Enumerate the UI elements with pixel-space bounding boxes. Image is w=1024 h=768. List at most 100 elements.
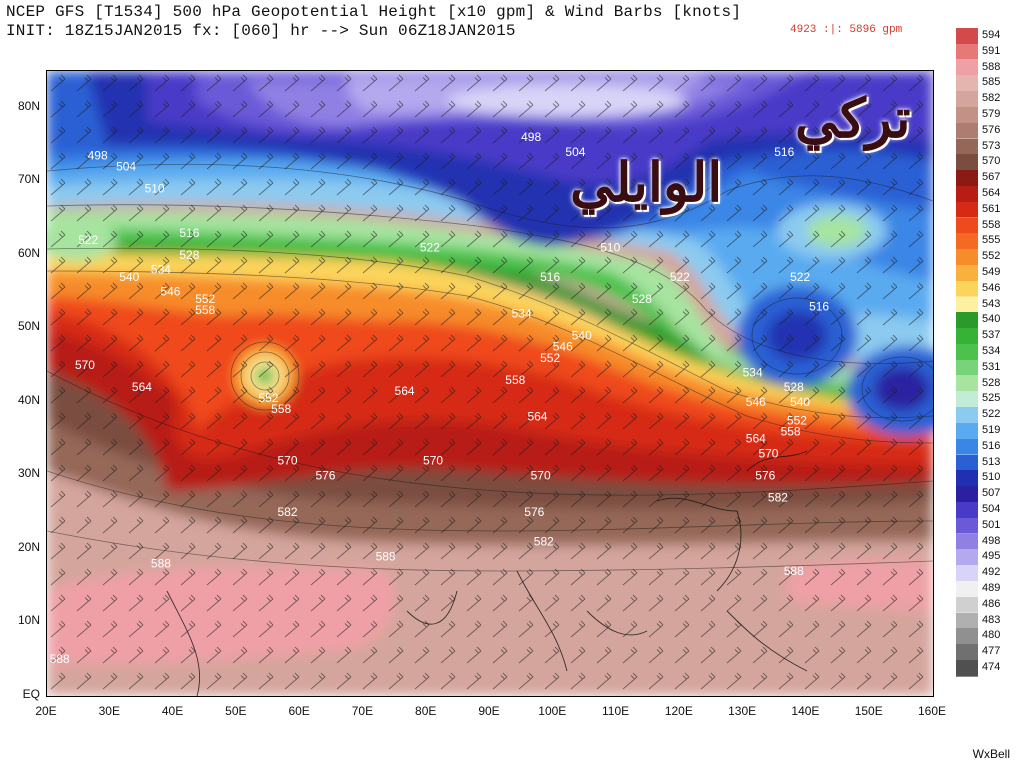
- colorbar-swatch: [956, 438, 978, 456]
- lat-label: 70N: [17, 172, 40, 187]
- contour-label: 576: [315, 468, 335, 482]
- contour-label: 528: [632, 292, 652, 306]
- lat-label: 40N: [17, 392, 40, 407]
- colorbar-label: 552: [982, 250, 1001, 263]
- contour-label: 588: [151, 557, 171, 571]
- lon-label: 100E: [538, 704, 567, 718]
- colorbar-label: 516: [982, 439, 1001, 452]
- colorbar-label: 525: [982, 392, 1001, 405]
- colorbar-swatch: [956, 612, 978, 630]
- lat-label: EQ: [22, 687, 40, 701]
- colorbar-label: 555: [982, 234, 1001, 247]
- contour-label: 522: [670, 270, 690, 284]
- lon-label: 160E: [917, 704, 947, 718]
- lat-label: 50N: [17, 319, 40, 334]
- colorbar-label: 492: [982, 566, 1001, 579]
- contour-label: 546: [553, 340, 573, 354]
- contour-label: 498: [521, 130, 541, 144]
- colorbar-swatch: [956, 312, 978, 329]
- contour-label: 504: [565, 145, 585, 159]
- colorbar-label: 495: [982, 550, 1001, 563]
- colorbar-label: 531: [982, 360, 1001, 373]
- colorbar-swatch: [956, 375, 978, 393]
- lon-label: 60E: [288, 704, 310, 718]
- contour-label: 570: [423, 454, 443, 468]
- height-range-readout: 4923 :|: 5896 gpm: [790, 24, 903, 36]
- contour-label: 558: [505, 373, 525, 387]
- colorbar-swatch: [956, 186, 978, 203]
- contour-label: 558: [271, 402, 291, 416]
- contour-label: 552: [195, 292, 215, 306]
- contour-label: 498: [88, 149, 108, 163]
- colorbar-label: 483: [982, 613, 1001, 626]
- colorbar-swatch: [956, 265, 978, 282]
- credit-logo: WxBell: [972, 747, 1010, 761]
- contour-label: 516: [179, 226, 199, 240]
- lon-label: 70E: [351, 704, 374, 718]
- contour-label: 540: [119, 270, 139, 284]
- colorbar-swatch: [956, 296, 978, 314]
- contour-label: 570: [75, 358, 95, 372]
- contour-label: 528: [784, 380, 804, 394]
- lon-label: 140E: [791, 704, 820, 718]
- colorbar-label: 549: [982, 266, 1001, 278]
- lon-label: 20E: [35, 704, 57, 718]
- colorbar-swatch: [956, 470, 978, 487]
- colorbar-label: 522: [982, 408, 1001, 421]
- colorbar-swatch: [956, 233, 978, 250]
- coastlines: [166, 450, 808, 696]
- lat-label: 10N: [17, 613, 40, 628]
- colorbar-swatch: [956, 391, 978, 408]
- colorbar-swatch: [956, 75, 978, 92]
- colorbar-swatch: [956, 59, 978, 77]
- lon-label: 80E: [415, 704, 437, 718]
- height-contours: [47, 163, 933, 572]
- lat-label: 60N: [17, 245, 40, 260]
- lon-label: 40E: [161, 704, 184, 718]
- colorbar-swatch: [956, 91, 978, 108]
- colorbar-swatch: [956, 344, 978, 361]
- contour-label: 570: [758, 446, 778, 460]
- map-title: NCEP GFS [T1534] 500 hPa Geopotential He…: [6, 3, 742, 21]
- colorbar-label: 534: [982, 345, 1001, 357]
- contour-label: 552: [787, 413, 807, 427]
- colorbar-swatch: [956, 486, 978, 503]
- colorbar-swatch: [956, 201, 978, 219]
- contour-label: 522: [78, 233, 98, 247]
- lat-label: 30N: [17, 466, 40, 481]
- colorbar-swatch: [956, 217, 978, 235]
- colorbar-label: 501: [982, 518, 1001, 531]
- colorbar-label: 510: [982, 471, 1001, 484]
- colorbar-swatch: [956, 644, 978, 661]
- contour-label: 540: [790, 395, 810, 409]
- colorbar-swatch: [956, 280, 978, 298]
- colorbar-swatch: [956, 359, 978, 377]
- overlay-name-2: الوايلي: [570, 150, 723, 214]
- contour-label: 540: [572, 329, 592, 343]
- colorbar-swatch: [956, 138, 978, 156]
- colorbar-label: 594: [982, 29, 1001, 41]
- colorbar-swatch: [956, 154, 978, 171]
- colorbar-label: 486: [982, 597, 1001, 610]
- colorbar-label: 474: [982, 661, 1001, 673]
- contour-label: 588: [376, 549, 396, 563]
- lat-label: 80N: [17, 98, 40, 113]
- contour-label: 552: [540, 351, 560, 365]
- contour-label: 552: [258, 391, 278, 405]
- weather-map: 498 504 498 504 516 510 516 522 528 522 534 540 510 5…: [46, 70, 934, 697]
- colorbar-swatch: [956, 122, 978, 140]
- contour-label: 516: [809, 299, 829, 313]
- colorbar-swatch: [956, 454, 978, 472]
- colorbar-label: 507: [982, 487, 1001, 500]
- colorbar-label: 558: [982, 218, 1001, 231]
- contour-label: 570: [531, 468, 551, 482]
- contour-label: 564: [527, 410, 547, 424]
- colorbar-label: 585: [982, 76, 1001, 89]
- colorbar-swatch: [956, 28, 978, 45]
- colorbar-swatch: [956, 549, 978, 566]
- colorbar-label: 576: [982, 123, 1001, 136]
- colorbar-label: 498: [982, 534, 1001, 547]
- colorbar-label: 489: [982, 582, 1001, 594]
- contour-label: 546: [746, 395, 766, 409]
- colorbar-label: 546: [982, 281, 1001, 294]
